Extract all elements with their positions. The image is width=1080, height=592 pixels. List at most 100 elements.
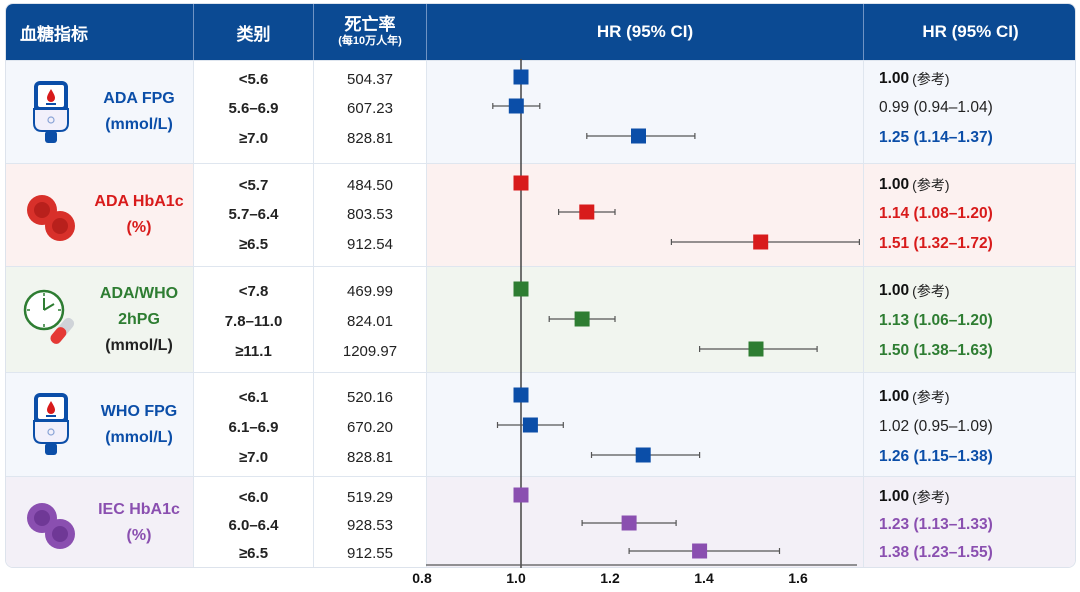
mortality-value: 520.16 <box>347 388 393 406</box>
hr-value: 0.99 (0.94–1.04) <box>864 94 1075 122</box>
category-cell: <5.6 5.6–6.9 ≥7.0 <box>194 61 314 163</box>
mortality-value: 519.29 <box>347 488 393 506</box>
hr-cell: 1.00 (参考) 1.13 (1.06–1.20) 1.50 (1.38–1.63) <box>864 267 1075 372</box>
mortality-value: 803.53 <box>347 205 393 223</box>
indicator-cell: WHO FPG (mmol/L) <box>6 373 194 476</box>
indicator-name-line1: ADA/WHO <box>99 284 179 302</box>
header-hr: HR (95% CI) <box>864 4 1075 60</box>
clock-test-tube-icon <box>20 280 82 360</box>
category-label: 5.6–6.9 <box>228 99 279 117</box>
indicator-name: ADA FPG (mmol/L) <box>84 61 194 163</box>
hr-value: 1.50 (1.38–1.63) <box>864 337 1075 365</box>
glucose-meter-icon <box>20 385 82 465</box>
category-cell: <6.1 6.1–6.9 ≥7.0 <box>194 373 314 476</box>
x-tick-label: 0.8 <box>406 570 438 586</box>
hr-ref-value: 1.00 <box>879 176 910 193</box>
category-label: <5.6 <box>238 70 269 88</box>
indicator-group-3: ADA/WHO 2hPG (mmol/L) <7.8 7.8–11.0 ≥11.1 … <box>6 266 1075 372</box>
hr-value: 1.38 (1.23–1.55) <box>864 539 1075 567</box>
mortality-cell: 519.29 928.53 912.55 <box>314 477 427 567</box>
indicator-name-line1: WHO FPG <box>100 402 178 420</box>
indicator-name: ADA/WHO 2hPG (mmol/L) <box>84 267 194 372</box>
header-mortality-sublabel: (每10万人年) <box>338 35 402 47</box>
hr-ref-value: 1.00 <box>879 282 910 299</box>
hr-value: 1.00 (参考) <box>864 483 1075 511</box>
indicator-cell: ADA HbA1c (%) <box>6 164 194 266</box>
hr-cell: 1.00 (参考) 1.23 (1.13–1.33) 1.38 (1.23–1.55) <box>864 477 1075 567</box>
header-plot: HR (95% CI) <box>427 4 864 60</box>
header-indicator-label: 血糖指标 <box>20 24 88 44</box>
mortality-value: 912.54 <box>347 235 393 253</box>
hr-ref-label: (参考) <box>912 177 950 193</box>
hr-ref-label: (参考) <box>912 71 950 87</box>
hr-value: 1.00 (参考) <box>864 171 1075 199</box>
hr-ci-text: 1.13 (1.06–1.20) <box>879 312 993 329</box>
hr-value: 1.25 (1.14–1.37) <box>864 124 1075 152</box>
mortality-value: 607.23 <box>347 99 393 117</box>
indicator-name-line2: (%) <box>126 219 152 236</box>
mortality-cell: 469.99 824.01 1209.97 <box>314 267 427 372</box>
header-indicator: 血糖指标 <box>6 4 194 60</box>
indicator-name-line2: 2hPG <box>118 310 160 328</box>
hr-value: 1.02 (0.95–1.09) <box>864 413 1075 441</box>
indicator-name: ADA HbA1c (%) <box>84 164 194 266</box>
plot-cell <box>427 164 864 266</box>
forest-plot-table: 血糖指标 类别 死亡率 (每10万人年) HR (95% CI) HR (95%… <box>5 3 1076 568</box>
hr-value: 1.14 (1.08–1.20) <box>864 200 1075 228</box>
category-cell: <7.8 7.8–11.0 ≥11.1 <box>194 267 314 372</box>
indicator-cell: ADA FPG (mmol/L) <box>6 61 194 163</box>
mortality-value: 912.55 <box>347 544 393 562</box>
category-label: 6.1–6.9 <box>228 418 279 436</box>
header-mortality-label: 死亡率 <box>344 15 396 34</box>
header-hr-label: HR (95% CI) <box>922 22 1019 41</box>
hr-ci-text: 1.23 (1.13–1.33) <box>879 516 993 533</box>
hr-value: 1.26 (1.15–1.38) <box>864 443 1075 471</box>
hr-ci-text: 1.14 (1.08–1.20) <box>879 205 993 222</box>
plot-cell <box>427 267 864 372</box>
hr-ci-text: 0.99 (0.94–1.04) <box>879 99 993 116</box>
mortality-value: 484.50 <box>347 176 393 194</box>
mortality-cell: 504.37 607.23 828.81 <box>314 61 427 163</box>
hr-cell: 1.00 (参考) 1.02 (0.95–1.09) 1.26 (1.15–1.38) <box>864 373 1075 476</box>
hr-cell: 1.00 (参考) 1.14 (1.08–1.20) 1.51 (1.32–1.72) <box>864 164 1075 266</box>
header-category: 类别 <box>194 4 314 60</box>
indicator-name: IEC HbA1c (%) <box>84 477 194 567</box>
mortality-cell: 520.16 670.20 828.81 <box>314 373 427 476</box>
indicator-group-2: ADA HbA1c (%) <5.7 5.7–6.4 ≥6.5 484.50 803.… <box>6 163 1075 266</box>
category-label: 7.8–11.0 <box>224 312 283 330</box>
x-tick-label: 1.6 <box>782 570 814 586</box>
plot-cell <box>427 61 864 163</box>
hr-value: 1.00 (参考) <box>864 65 1075 93</box>
mortality-value: 1209.97 <box>342 342 398 360</box>
category-label: 6.0–6.4 <box>228 516 279 534</box>
hr-ref-label: (参考) <box>912 283 950 299</box>
hr-ref-value: 1.00 <box>879 488 910 505</box>
indicator-name-line1: ADA HbA1c <box>94 193 184 210</box>
indicator-name-line3: (mmol/L) <box>105 336 173 354</box>
hr-value: 1.00 (参考) <box>864 277 1075 305</box>
mortality-value: 504.37 <box>347 70 393 88</box>
hr-ref-label: (参考) <box>912 389 950 405</box>
mortality-value: 928.53 <box>347 516 393 534</box>
hr-value: 1.13 (1.06–1.20) <box>864 307 1075 335</box>
hr-value: 1.00 (参考) <box>864 383 1075 411</box>
header-mortality: 死亡率 (每10万人年) <box>314 4 427 60</box>
hr-cell: 1.00 (参考) 0.99 (0.94–1.04) 1.25 (1.14–1.37) <box>864 61 1075 163</box>
mortality-value: 670.20 <box>347 418 393 436</box>
category-cell: <6.0 6.0–6.4 ≥6.5 <box>194 477 314 567</box>
x-tick-label: 1.0 <box>500 570 532 586</box>
mortality-value: 469.99 <box>347 282 393 300</box>
indicator-cell: ADA/WHO 2hPG (mmol/L) <box>6 267 194 372</box>
header-plot-label: HR (95% CI) <box>596 22 694 41</box>
category-label: <5.7 <box>238 176 269 194</box>
hr-ci-text: 1.02 (0.95–1.09) <box>879 418 993 435</box>
category-label: ≥6.5 <box>238 235 269 253</box>
indicator-name-line2: (%) <box>126 527 152 544</box>
hr-value: 1.51 (1.32–1.72) <box>864 230 1075 258</box>
category-label: ≥7.0 <box>238 129 269 147</box>
category-label: <6.1 <box>238 388 269 406</box>
glucose-meter-icon <box>20 73 82 153</box>
indicator-group-5: IEC HbA1c (%) <6.0 6.0–6.4 ≥6.5 519.29 928.… <box>6 476 1075 567</box>
mortality-value: 828.81 <box>347 129 393 147</box>
purple-blood-cells-icon <box>20 484 82 564</box>
